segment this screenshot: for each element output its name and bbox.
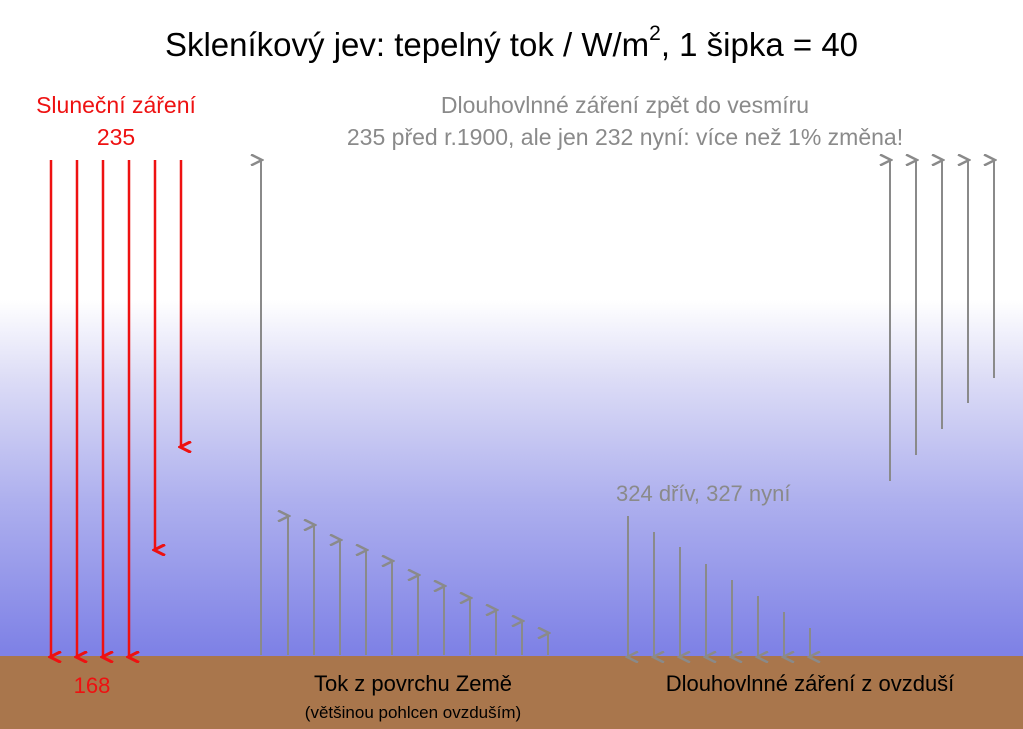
atmosphere-radiation-label: Dlouhovlnné záření z ovzduší xyxy=(665,671,955,696)
earth-surface xyxy=(0,656,1023,729)
outgoing-radiation-note: 235 před r.1900, ale jen 232 nyní: více … xyxy=(346,124,904,150)
absorbed-solar-value: 168 xyxy=(73,673,111,698)
atmosphere-background xyxy=(0,0,1023,656)
surface-flux-label: Tok z povrchu Země xyxy=(313,671,513,696)
outgoing-radiation-label: Dlouhovlnné záření zpět do vesmíru xyxy=(440,92,810,118)
diagram-title: Skleníkový jev: tepelný tok / W/m2, 1 ši… xyxy=(164,22,859,63)
back-radiation-label: 324 dřív, 327 nyní xyxy=(616,481,791,506)
surface-flux-note: (většinou pohlcen ovzduším) xyxy=(304,703,522,722)
solar-radiation-label: Sluneční záření xyxy=(36,92,196,118)
solar-radiation-value: 235 xyxy=(96,124,136,150)
